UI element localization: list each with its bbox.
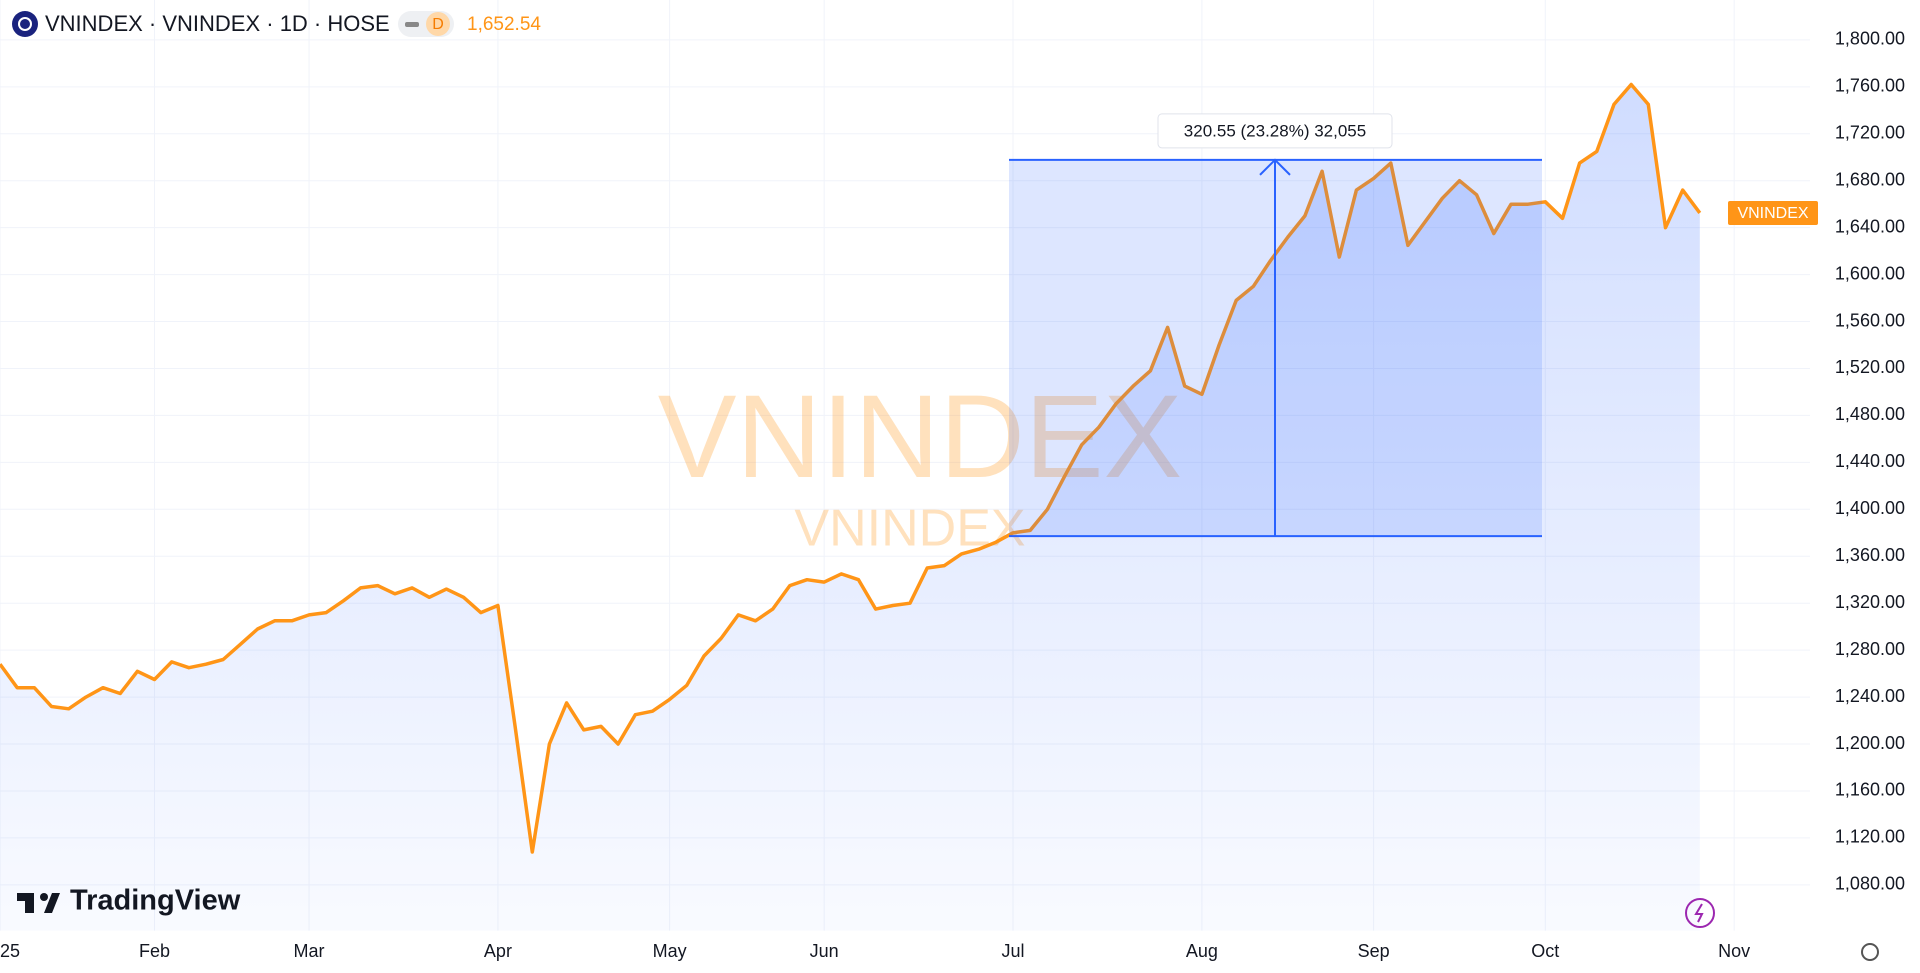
axis: 1,080.00 1,120.00 1,160.00 1,200.00 1,240.00…	[0, 29, 1905, 961]
logo-shape	[25, 893, 34, 913]
x-tick-label: Oct	[1531, 941, 1559, 961]
settings-icon[interactable]	[1861, 943, 1879, 961]
y-tick-label: 1,680.00	[1835, 169, 1905, 189]
y-tick-label: 1,800.00	[1835, 29, 1905, 49]
badge-circle	[426, 12, 450, 36]
x-tick-label: 2025	[0, 941, 20, 961]
y-tick-label: 1,720.00	[1835, 123, 1905, 143]
logo-text: TradingView	[70, 885, 241, 917]
x-tick-label: Sep	[1358, 941, 1390, 961]
symbol-icon	[12, 11, 38, 37]
badge-dash	[405, 22, 419, 27]
y-tick-label: 1,640.00	[1835, 216, 1905, 236]
price-label: VNINDEX	[1737, 205, 1808, 222]
measure-tool: 320.55 (23.28%) 32,055	[1009, 113, 1542, 538]
logo-shape	[40, 893, 48, 901]
y-tick-label: 1,320.00	[1835, 592, 1905, 612]
y-tick-label: 1,480.00	[1835, 404, 1905, 424]
interval-badge[interactable]: D	[432, 16, 444, 33]
x-tick-label: Mar	[294, 941, 325, 961]
y-tick-label: 1,440.00	[1835, 451, 1905, 471]
x-tick-label: Feb	[139, 941, 170, 961]
symbol-icon-ring	[18, 17, 32, 31]
y-tick-label: 1,360.00	[1835, 545, 1905, 565]
logo-shape	[44, 893, 60, 913]
measure-label-bg	[1157, 113, 1393, 149]
x-tick-label: Nov	[1718, 941, 1750, 961]
x-tick-label: Jun	[810, 941, 839, 961]
price-label-bg	[1728, 200, 1818, 225]
y-tick-label: 1,200.00	[1835, 733, 1905, 753]
price-line	[0, 82, 1702, 854]
y-tick-label: 1,520.00	[1835, 357, 1905, 377]
x-tick-label: May	[653, 941, 687, 961]
x-tick-label: Aug	[1186, 941, 1218, 961]
event-icon[interactable]	[1685, 898, 1715, 928]
y-tick-label: 1,080.00	[1835, 874, 1905, 894]
measure-label: 320.55 (23.28%) 32,055	[1184, 121, 1366, 140]
y-tick-label: 1,280.00	[1835, 639, 1905, 659]
measure-arrowhead	[1259, 158, 1291, 176]
y-tick-label: 1,760.00	[1835, 76, 1905, 96]
y-tick-label: 1,560.00	[1835, 310, 1905, 330]
y-tick-label: 1,600.00	[1835, 263, 1905, 283]
y-tick-label: 1,400.00	[1835, 498, 1905, 518]
chart-title: VNINDEX · VNINDEX · 1D · HOSE	[45, 11, 390, 36]
x-tick-label: Apr	[484, 941, 512, 961]
last-value: 1,652.54	[467, 14, 541, 35]
tv-logo: TradingView	[17, 885, 241, 917]
y-tick-label: 1,120.00	[1835, 827, 1905, 847]
event-icon-bolt	[1694, 903, 1704, 923]
x-tick-label: Jul	[1002, 941, 1025, 961]
y-tick-label: 1,160.00	[1835, 780, 1905, 800]
y-tick-label: 1,240.00	[1835, 686, 1905, 706]
